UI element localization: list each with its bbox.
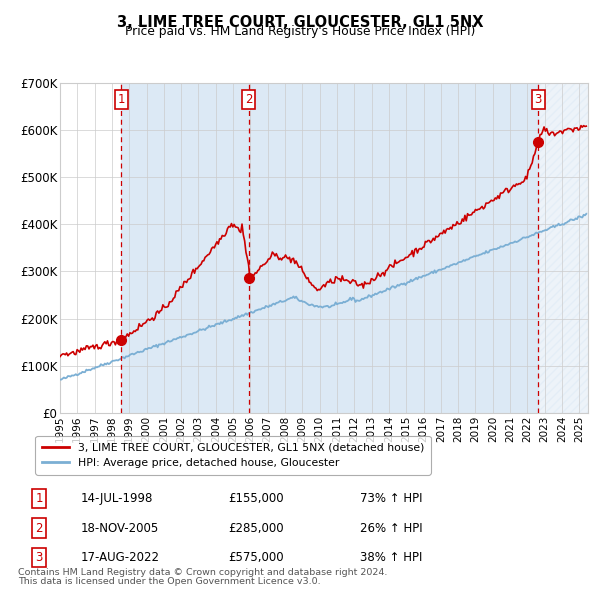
Legend: 3, LIME TREE COURT, GLOUCESTER, GL1 5NX (detached house), HPI: Average price, de: 3, LIME TREE COURT, GLOUCESTER, GL1 5NX …	[35, 436, 431, 474]
Text: £575,000: £575,000	[228, 551, 284, 564]
Text: 73% ↑ HPI: 73% ↑ HPI	[360, 492, 422, 505]
Text: 3, LIME TREE COURT, GLOUCESTER, GL1 5NX: 3, LIME TREE COURT, GLOUCESTER, GL1 5NX	[117, 15, 483, 30]
Text: This data is licensed under the Open Government Licence v3.0.: This data is licensed under the Open Gov…	[18, 577, 320, 586]
Text: £155,000: £155,000	[228, 492, 284, 505]
Text: 14-JUL-1998: 14-JUL-1998	[81, 492, 154, 505]
Text: £285,000: £285,000	[228, 522, 284, 535]
Bar	[121, 83, 248, 413]
Text: Price paid vs. HM Land Registry's House Price Index (HPI): Price paid vs. HM Land Registry's House …	[125, 25, 475, 38]
Bar	[538, 83, 600, 413]
Text: 18-NOV-2005: 18-NOV-2005	[81, 522, 159, 535]
Text: 1: 1	[35, 492, 43, 505]
Bar	[248, 83, 538, 413]
Text: 3: 3	[35, 551, 43, 564]
Text: 2: 2	[245, 93, 252, 106]
Text: 1: 1	[118, 93, 125, 106]
Text: 3: 3	[535, 93, 542, 106]
Text: 38% ↑ HPI: 38% ↑ HPI	[360, 551, 422, 564]
Text: 2: 2	[35, 522, 43, 535]
Text: Contains HM Land Registry data © Crown copyright and database right 2024.: Contains HM Land Registry data © Crown c…	[18, 568, 388, 577]
Text: 17-AUG-2022: 17-AUG-2022	[81, 551, 160, 564]
Text: 26% ↑ HPI: 26% ↑ HPI	[360, 522, 422, 535]
